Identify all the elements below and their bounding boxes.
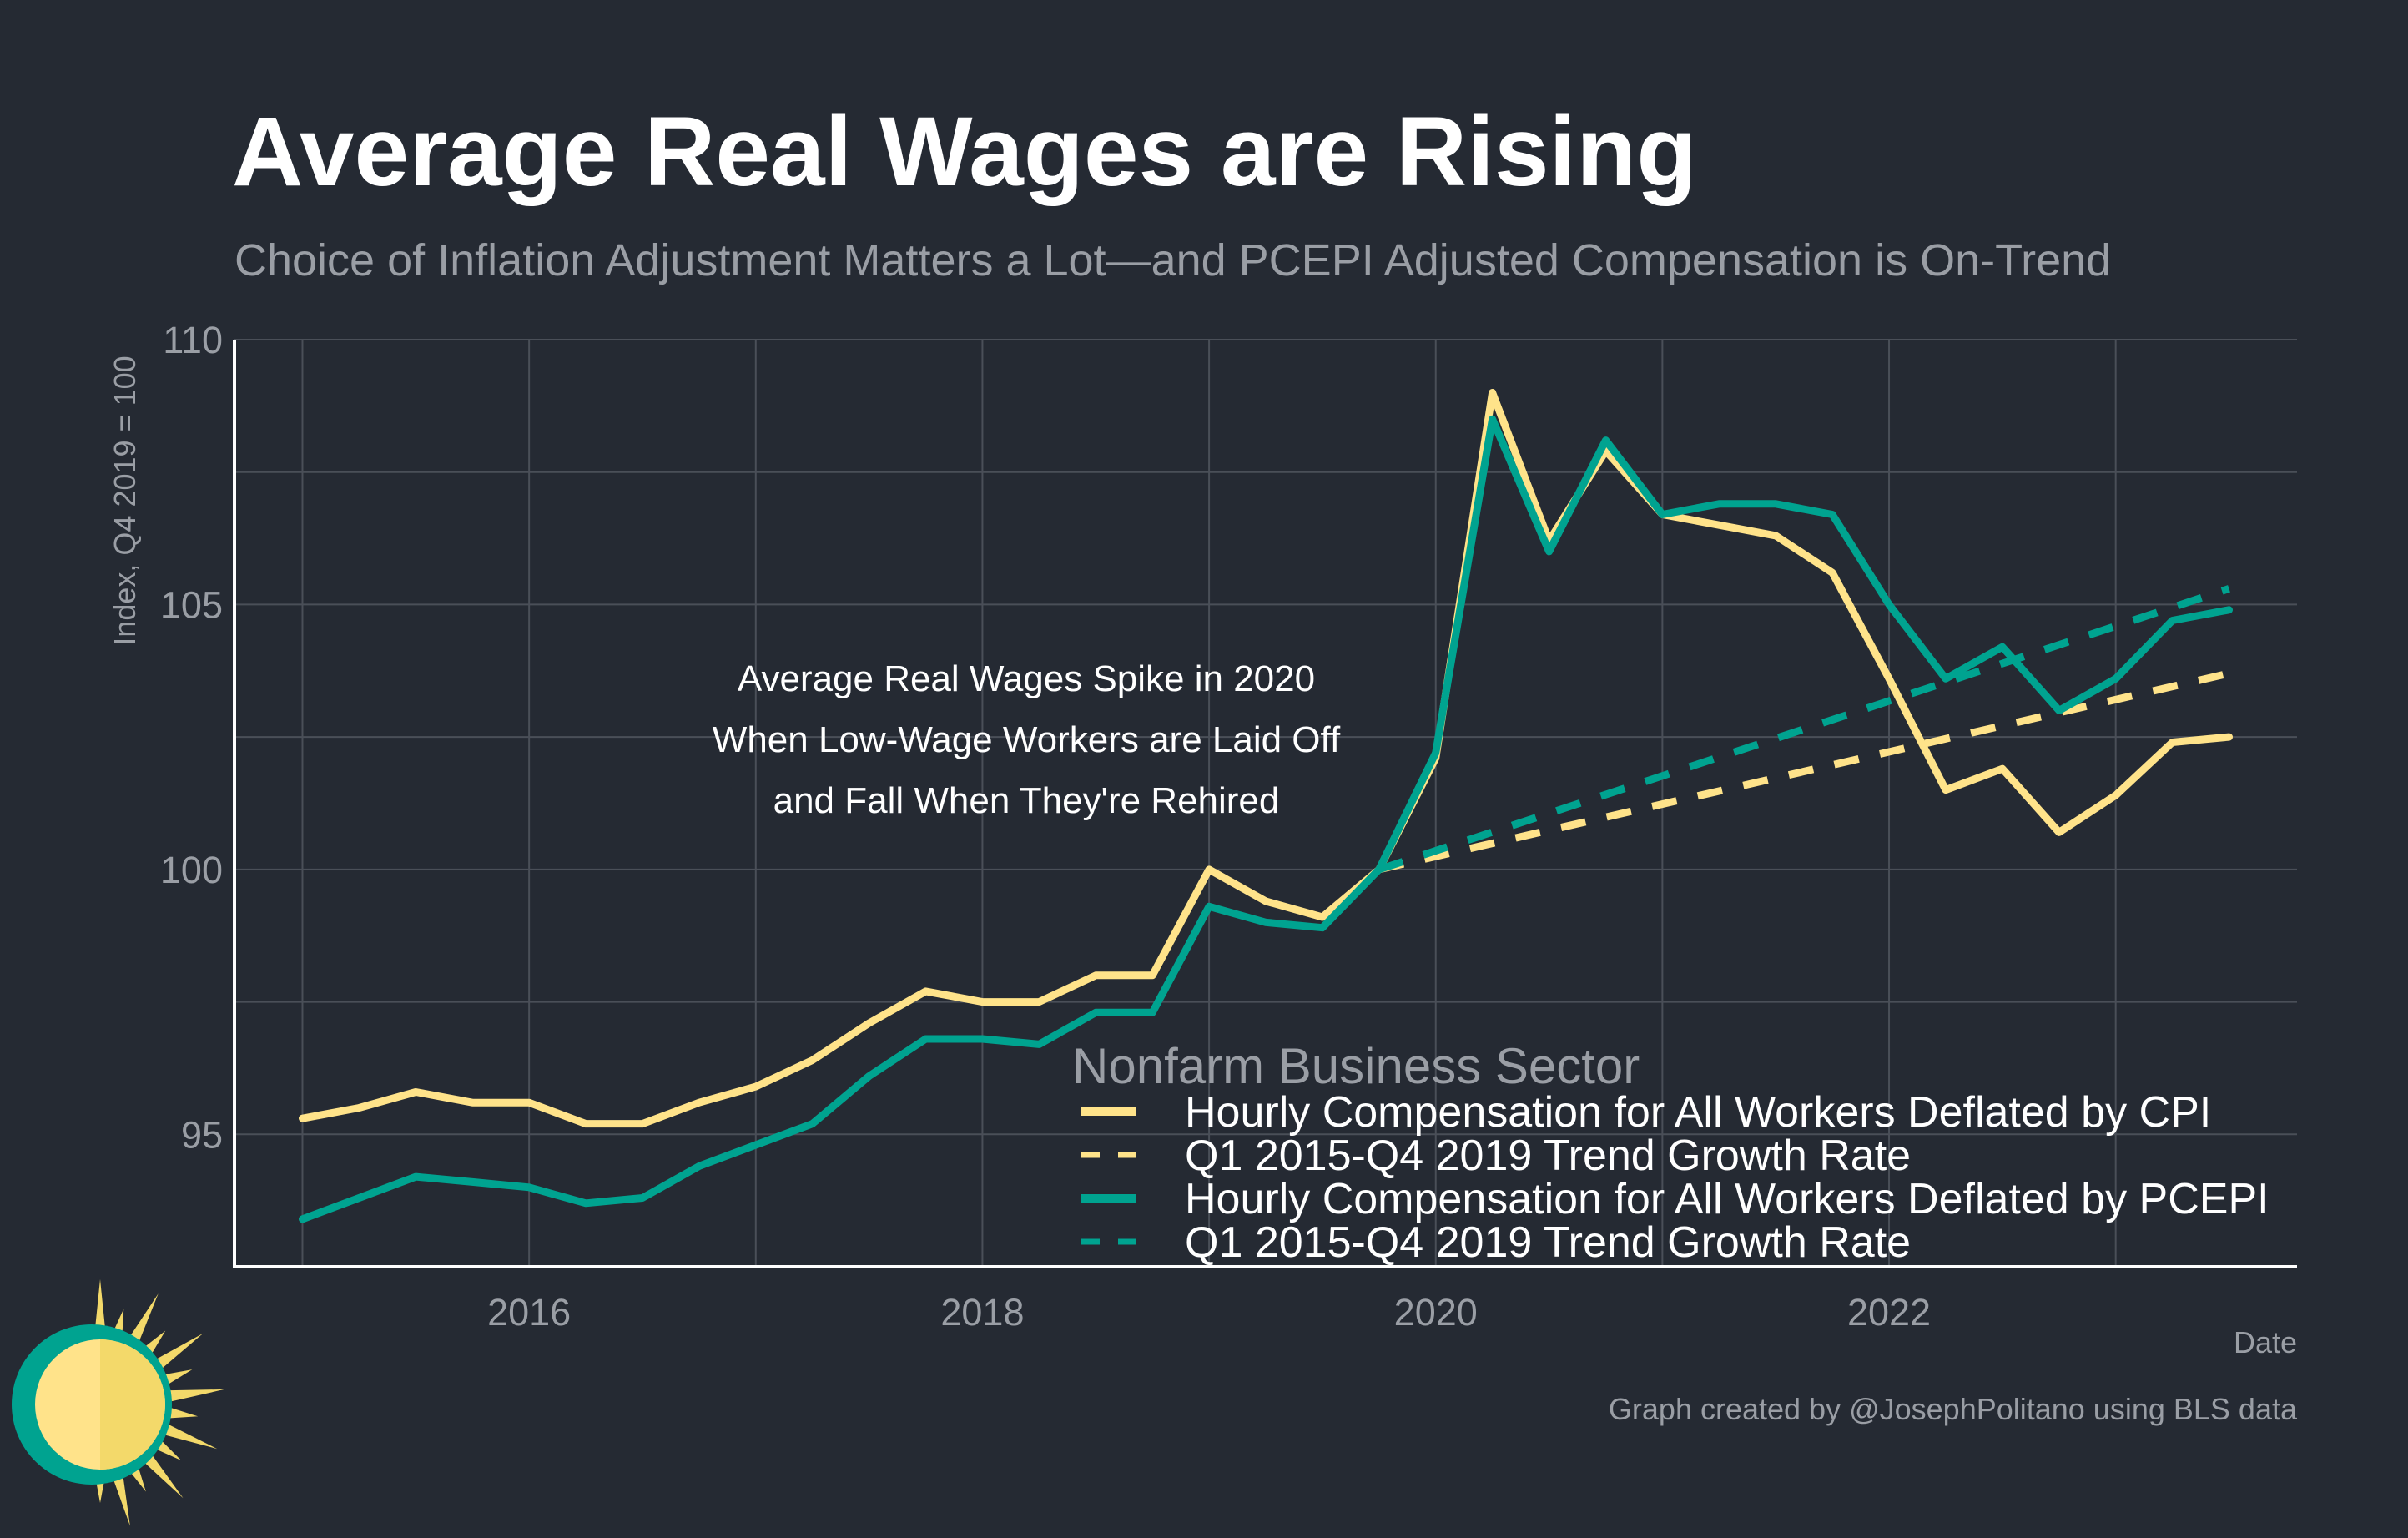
sun-ray-icon	[159, 1422, 218, 1450]
legend-title: Nonfarm Business Sector	[1072, 1038, 1640, 1094]
caption: Graph created by @JosephPolitano using B…	[1609, 1392, 2298, 1426]
x-tick-label-2020: 2020	[1394, 1291, 1478, 1334]
x-tick-label-2018: 2018	[940, 1291, 1024, 1334]
chart-title: Average Real Wages are Rising	[232, 97, 1696, 207]
legend-label-pcepi: Hourly Compensation for All Workers Defl…	[1185, 1175, 2269, 1223]
sun-ray-icon	[165, 1389, 224, 1403]
annotation-line-3: and Fall When They're Rehired	[773, 780, 1280, 821]
sun-ray-icon	[110, 1467, 130, 1526]
sun-shade-icon	[100, 1339, 165, 1470]
y-tick-label-110: 110	[163, 319, 223, 361]
y-tick-label-105: 105	[160, 583, 223, 626]
annotation-line-2: When Low-Wage Workers are Laid Off	[713, 719, 1341, 760]
series-cpi-trend-line	[1378, 669, 2230, 874]
legend-label-pcepi-trend: Q1 2015-Q4 2019 Trend Growth Rate	[1185, 1218, 1911, 1267]
series-layer	[299, 389, 2233, 1223]
grid	[234, 339, 2297, 1267]
x-axis-title: Date	[2234, 1325, 2297, 1359]
x-tick-label-2022: 2022	[1847, 1291, 1931, 1334]
sun-ray-icon	[151, 1333, 204, 1372]
y-tick-label-95: 95	[181, 1113, 223, 1156]
annotation-line-1: Average Real Wages Spike in 2020	[738, 658, 1315, 699]
sun-ray-icon	[125, 1293, 159, 1349]
series-pcepi-trend-line	[1378, 585, 2230, 874]
axis-ticks: 95 100 105 110 2016 2018 2020 2022	[160, 319, 1931, 1334]
series-pcepi-line	[299, 415, 2233, 1223]
chart-subtitle: Choice of Inflation Adjustment Matters a…	[234, 235, 2111, 285]
y-tick-label-100: 100	[160, 849, 223, 891]
sun-ray-icon	[165, 1406, 199, 1419]
sun-ray-icon	[93, 1279, 107, 1339]
y-axis-title: Index, Q4 2019 = 100	[108, 356, 142, 645]
series-cpi-line	[299, 389, 2233, 1128]
legend-label-cpi-trend: Q1 2015-Q4 2019 Trend Growth Rate	[1185, 1132, 1911, 1180]
annotation: Average Real Wages Spike in 2020 When Lo…	[713, 658, 1341, 821]
sun-ray-icon	[139, 1450, 184, 1499]
x-tick-label-2016: 2016	[487, 1291, 571, 1334]
legend-label-cpi: Hourly Compensation for All Workers Defl…	[1185, 1088, 2211, 1137]
sun-logo	[12, 1279, 224, 1526]
legend: Nonfarm Business Sector Hourly Compensat…	[1072, 1038, 2269, 1267]
